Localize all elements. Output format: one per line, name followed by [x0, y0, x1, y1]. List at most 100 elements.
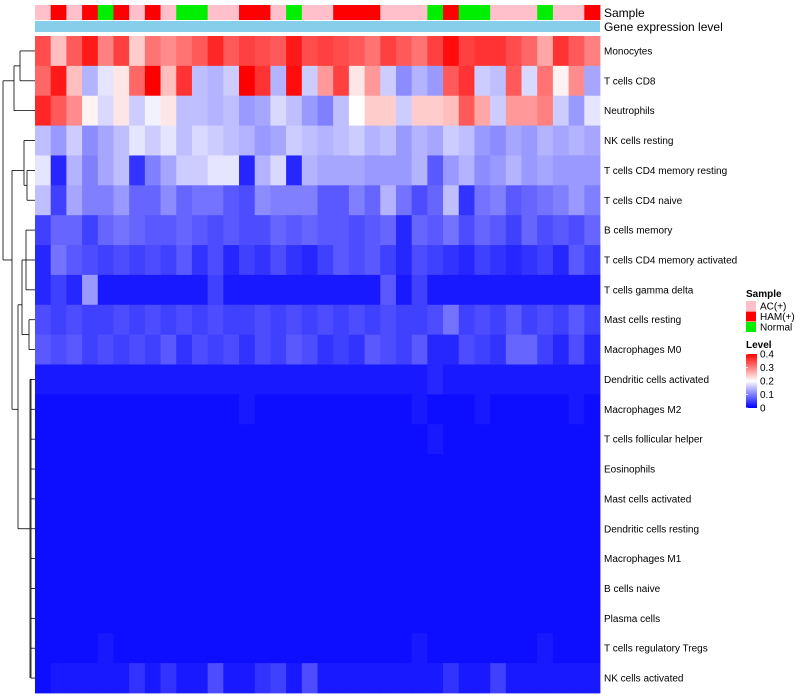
- heatmap-cell: [191, 155, 209, 186]
- heatmap-cell: [50, 633, 67, 664]
- heatmap-cell: [521, 215, 538, 246]
- heatmap-cell: [537, 364, 554, 395]
- heatmap-cell: [207, 603, 224, 634]
- heatmap-cell: [191, 95, 209, 126]
- heatmap-cell: [35, 274, 52, 306]
- heatmap-cell: [191, 125, 209, 156]
- heatmap-cell: [129, 633, 146, 664]
- heatmap-cell: [35, 155, 52, 186]
- heatmap-cell: [223, 245, 240, 276]
- row-label-plasma-cells: Plasma cells: [604, 614, 660, 625]
- heatmap-cell: [66, 424, 83, 455]
- heatmap-cell: [458, 543, 475, 574]
- heatmap-cell: [443, 573, 460, 604]
- heatmap-cell: [521, 663, 538, 694]
- heatmap-cell: [333, 573, 350, 604]
- heatmap-cell: [348, 573, 365, 604]
- heatmap-cell: [552, 215, 570, 246]
- heatmap-cell: [458, 245, 475, 276]
- heatmap-cell: [176, 334, 193, 365]
- heatmap-cell: [254, 394, 271, 425]
- heatmap-cell: [584, 513, 601, 545]
- heatmap-cell: [348, 483, 365, 515]
- heatmap-cell: [301, 543, 318, 574]
- heatmap-cell: [270, 36, 287, 67]
- heatmap-cell: [395, 185, 413, 216]
- sample-annotation-cell: [82, 5, 99, 20]
- heatmap-cell: [490, 454, 507, 485]
- heatmap-cell: [427, 513, 444, 545]
- heatmap-cell: [301, 215, 318, 246]
- heatmap-cell: [364, 663, 381, 694]
- heatmap-cell: [301, 334, 318, 365]
- heatmap-cell: [129, 603, 146, 634]
- heatmap-cell: [443, 185, 460, 216]
- heatmap-cell: [333, 633, 350, 664]
- heatmap-cell: [207, 424, 224, 455]
- heatmap-cell: [286, 245, 303, 276]
- heatmap-cell: [411, 483, 428, 515]
- heatmap-cell: [286, 573, 303, 604]
- heatmap-cell: [66, 274, 83, 306]
- heatmap-cell: [176, 36, 193, 67]
- heatmap-cell: [239, 65, 256, 97]
- heatmap-cell: [474, 36, 491, 67]
- heatmap-cell: [380, 633, 397, 664]
- heatmap-cell: [176, 304, 193, 336]
- heatmap-cell: [270, 364, 287, 395]
- heatmap-cell: [113, 185, 130, 216]
- sample-annotation-cell: [584, 5, 601, 20]
- heatmap-cell: [380, 364, 397, 395]
- heatmap-cell: [552, 424, 570, 455]
- heatmap-cell: [82, 334, 99, 365]
- heatmap-cell: [160, 394, 177, 425]
- heatmap-cell: [537, 513, 554, 545]
- heatmap-cell: [443, 633, 460, 664]
- row-label-monocytes: Monocytes: [604, 46, 652, 57]
- heatmap-cell: [113, 543, 130, 574]
- heatmap-cell: [254, 95, 271, 126]
- heatmap-cell: [176, 513, 193, 545]
- heatmap-cell: [50, 215, 67, 246]
- heatmap-cell: [97, 394, 114, 425]
- sample-annotation-cell: [113, 5, 130, 20]
- heatmap-cell: [333, 543, 350, 574]
- heatmap-cell: [176, 274, 193, 306]
- heatmap-cell: [176, 424, 193, 455]
- sample-annotation-cell: [568, 5, 585, 20]
- heatmap-cell: [35, 483, 52, 515]
- heatmap-cell: [568, 603, 585, 634]
- heatmap-cell: [223, 603, 240, 634]
- heatmap-cell: [521, 543, 538, 574]
- heatmap-cell: [239, 424, 256, 455]
- heatmap-cell: [286, 155, 303, 186]
- heatmap-cell: [537, 633, 554, 664]
- heatmap-cell: [286, 215, 303, 246]
- heatmap-cell: [254, 245, 271, 276]
- heatmap-cell: [35, 424, 52, 455]
- heatmap-cell: [35, 65, 52, 97]
- heatmap-cell: [223, 573, 240, 604]
- heatmap-cell: [223, 364, 240, 395]
- heatmap-cell: [584, 543, 601, 574]
- heatmap-cell: [207, 274, 224, 306]
- sample-annotation-cell: [176, 5, 193, 20]
- heatmap-cell: [537, 65, 554, 97]
- sample-annotation-cell: [35, 5, 52, 20]
- heatmap-cell: [568, 304, 585, 336]
- heatmap-cell: [239, 543, 256, 574]
- heatmap-cell: [35, 663, 52, 694]
- heatmap-cell: [301, 573, 318, 604]
- sample-annotation-cell: [191, 5, 209, 20]
- heatmap-cell: [286, 304, 303, 336]
- heatmap-cell: [552, 454, 570, 485]
- heatmap-cell: [270, 245, 287, 276]
- heatmap-cell: [160, 543, 177, 574]
- heatmap-cell: [490, 603, 507, 634]
- heatmap-cell: [317, 633, 334, 664]
- heatmap-cell: [129, 573, 146, 604]
- heatmap-cell: [301, 394, 318, 425]
- heatmap-cell: [82, 95, 99, 126]
- heatmap-cell: [35, 36, 52, 67]
- heatmap-cell: [584, 125, 601, 156]
